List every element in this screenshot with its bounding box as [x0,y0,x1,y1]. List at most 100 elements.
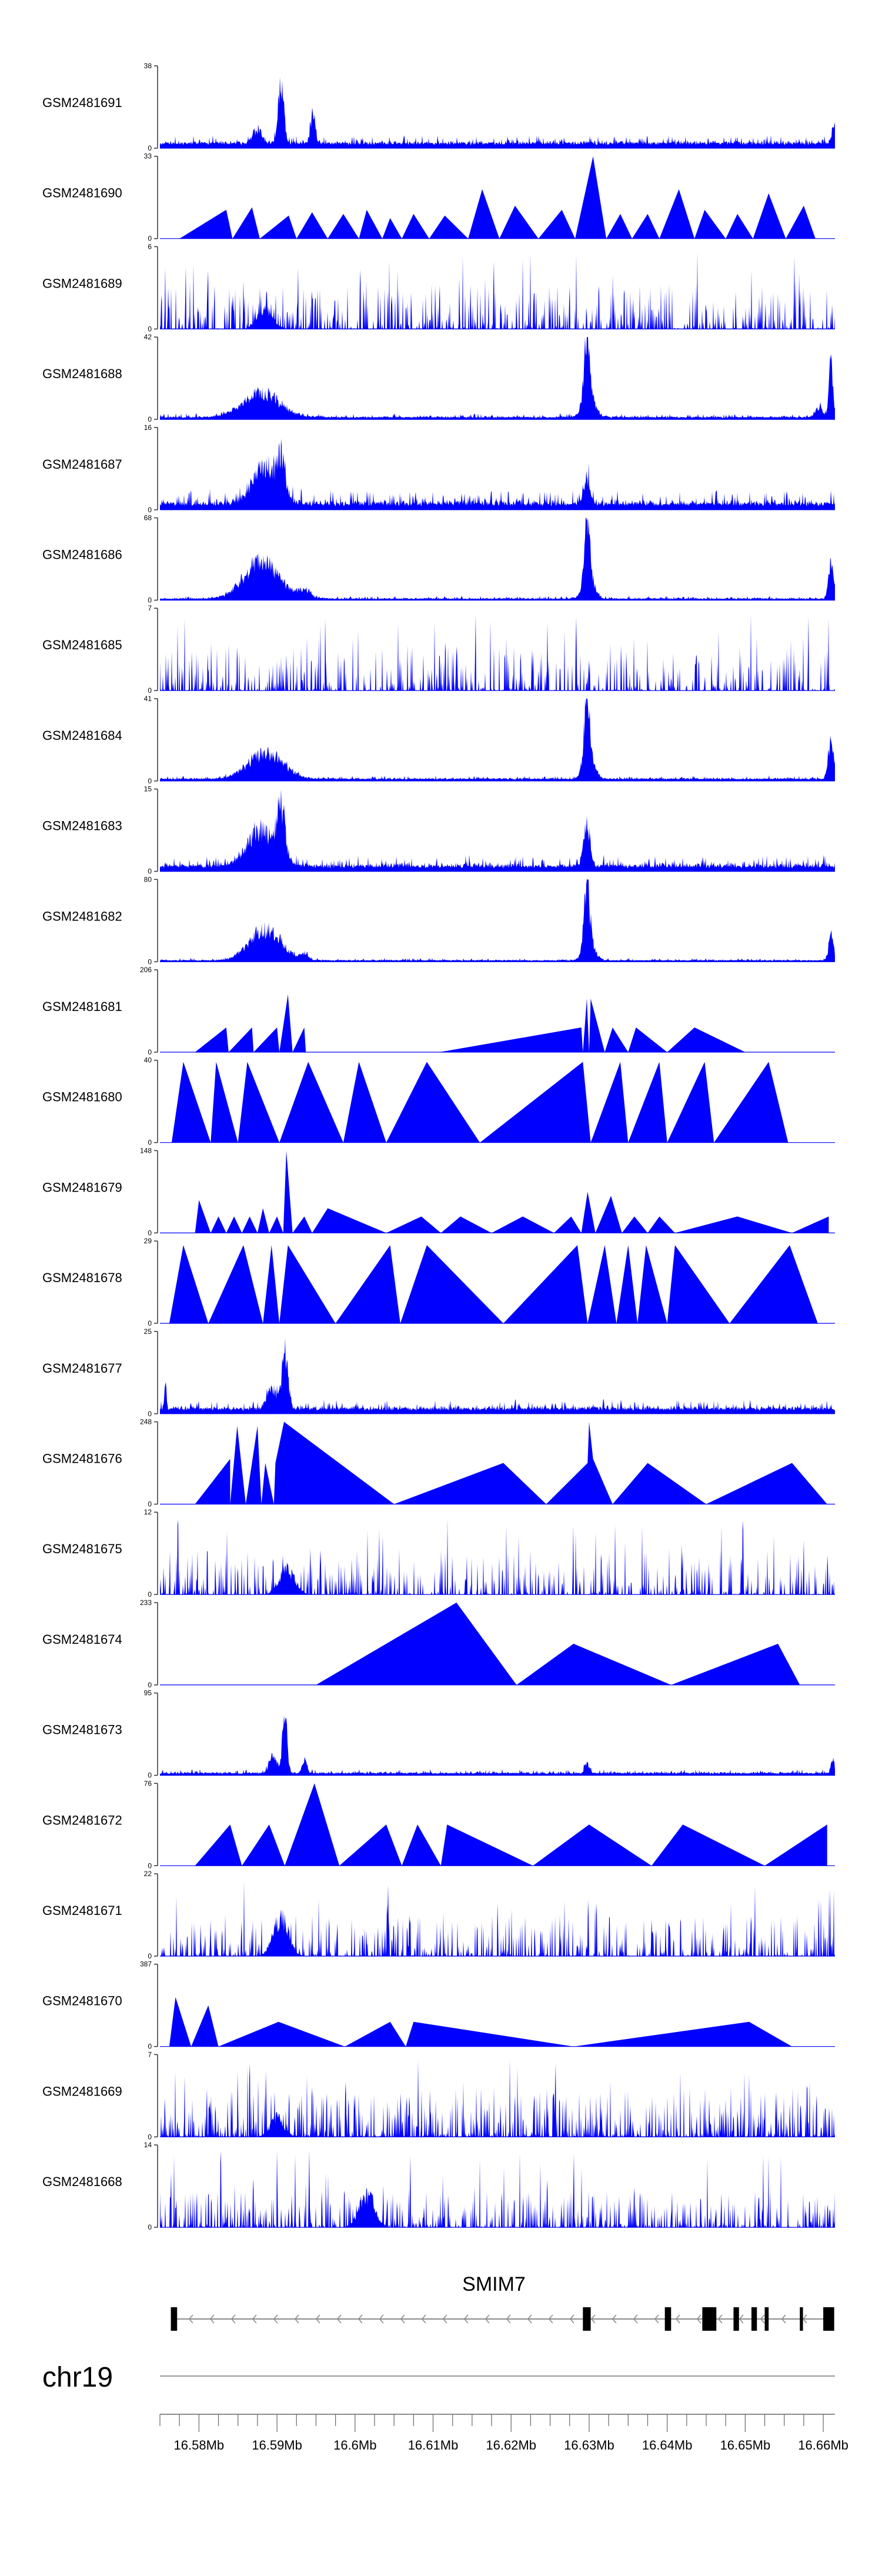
y-zero-tick-label: 0 [148,1590,152,1599]
y-zero-tick-label: 0 [148,1229,152,1237]
coverage-area [179,156,827,239]
coverage-area [195,1150,829,1233]
x-tick-label: 16.58Mb [174,2438,225,2452]
y-max-tick-label: 38 [144,62,152,70]
strand-chevron [696,2314,701,2324]
track-label: GSM2481676 [42,1451,122,1466]
track-GSM2481684: GSM2481684 41 0 [42,695,835,785]
strand-chevron [273,2314,278,2324]
gene-exon [800,2307,803,2331]
track-label: GSM2481678 [42,1270,122,1285]
track-label: GSM2481683 [42,819,122,833]
y-max-tick-label: 12 [144,1508,152,1516]
strand-chevron [230,2314,236,2324]
strand-chevron [633,2314,638,2324]
coverage-area [160,2059,835,2137]
y-max-tick-label: 248 [140,1418,152,1426]
x-tick-label: 16.64Mb [642,2438,693,2452]
chromosome-label: chr19 [42,2362,113,2393]
track-label: GSM2481688 [42,366,122,381]
track-GSM2481688: GSM2481688 42 0 [42,333,835,423]
y-zero-tick-label: 0 [148,686,152,695]
track-label: GSM2481681 [42,999,122,1014]
coverage-area [160,252,835,329]
track-GSM2481672: GSM2481672 76 0 [42,1779,835,1870]
strand-chevron [294,2314,299,2324]
y-zero-tick-label: 0 [148,2043,152,2051]
track-GSM2481687: GSM2481687 16 0 [42,423,835,514]
strand-chevron [654,2314,659,2324]
y-zero-tick-label: 0 [148,415,152,423]
x-tick-label: 16.59Mb [252,2438,302,2452]
track-label: GSM2481675 [42,1541,122,1556]
strand-chevron [717,2314,723,2324]
track-GSM2481675: GSM2481675 12 0 [42,1508,835,1599]
y-zero-tick-label: 0 [148,1952,152,1960]
y-zero-tick-label: 0 [148,1048,152,1056]
y-zero-tick-label: 0 [148,867,152,876]
coverage-area [160,76,835,148]
strand-chevron [252,2314,257,2324]
y-max-tick-label: 148 [140,1146,152,1154]
coverage-area [195,995,746,1052]
y-zero-tick-label: 0 [148,2223,152,2231]
y-zero-tick-label: 0 [148,1319,152,1327]
track-label: GSM2481686 [42,548,122,562]
track-label: GSM2481684 [42,728,122,743]
y-zero-tick-label: 0 [148,1500,152,1509]
strand-chevron [548,2314,553,2324]
strand-chevron [188,2314,193,2324]
y-max-tick-label: 76 [144,1779,152,1787]
coverage-area [171,1062,813,1143]
y-max-tick-label: 15 [144,785,152,793]
track-GSM2481670: GSM2481670 387 0 [42,1960,835,2051]
strand-chevron [379,2314,384,2324]
track-GSM2481685: GSM2481685 7 0 [42,604,835,695]
track-label: GSM2481674 [42,1632,122,1647]
y-max-tick-label: 42 [144,333,152,341]
coverage-area [160,1881,835,1956]
coverage-area [160,614,835,691]
track-GSM2481682: GSM2481682 80 0 [42,875,835,966]
y-max-tick-label: 25 [144,1327,152,1336]
x-tick-label: 16.63Mb [564,2438,614,2452]
track-label: GSM2481682 [42,909,122,923]
y-zero-tick-label: 0 [148,1139,152,1147]
gene-model-track: SMIM7 [171,2273,834,2331]
gene-exon [702,2307,717,2331]
strand-chevron [802,2314,807,2324]
strand-chevron [612,2314,617,2324]
track-label: GSM2481685 [42,638,122,652]
y-max-tick-label: 80 [144,875,152,883]
track-GSM2481691: GSM2481691 38 0 [42,62,835,152]
y-zero-tick-label: 0 [148,957,152,966]
track-GSM2481671: GSM2481671 22 0 [42,1870,835,1960]
coverage-area [160,518,835,600]
y-max-tick-label: 387 [140,1960,152,1968]
y-zero-tick-label: 0 [148,1410,152,1418]
strand-chevron [400,2314,405,2324]
y-max-tick-label: 95 [144,1689,152,1697]
track-label: GSM2481673 [42,1723,122,1737]
track-label: GSM2481670 [42,1994,122,2008]
coverage-area [160,2150,835,2228]
y-max-tick-label: 29 [144,1237,152,1245]
track-GSM2481678: GSM2481678 29 0 [42,1237,835,1327]
track-GSM2481668: GSM2481668 14 0 [42,2141,835,2231]
y-max-tick-label: 40 [144,1056,152,1065]
strand-chevron [675,2314,680,2324]
y-zero-tick-label: 0 [148,144,152,152]
coverage-area [160,698,835,781]
x-tick-label: 16.65Mb [720,2438,771,2452]
y-max-tick-label: 233 [140,1599,152,1607]
y-zero-tick-label: 0 [148,506,152,514]
y-zero-tick-label: 0 [148,1681,152,1689]
gene-exon [733,2307,739,2331]
track-GSM2481690: GSM2481690 33 0 [42,152,835,243]
coverage-area [160,1338,835,1414]
y-max-tick-label: 14 [144,2141,152,2149]
track-label: GSM2481687 [42,457,122,472]
coverage-area [160,789,835,872]
gene-name-label: SMIM7 [462,2273,526,2295]
y-max-tick-label: 7 [148,604,152,612]
